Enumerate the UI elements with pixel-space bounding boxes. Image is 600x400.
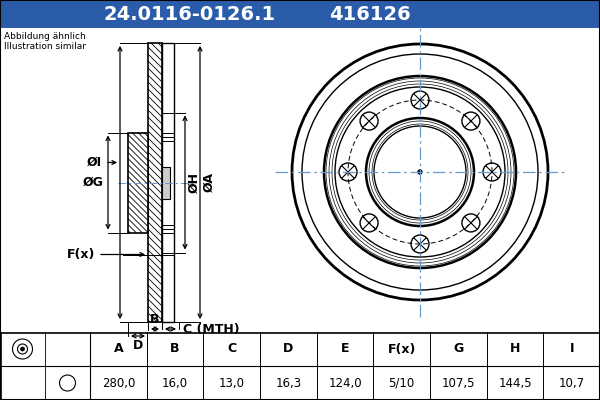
Bar bbox=[162, 166, 170, 198]
Text: ØH: ØH bbox=[187, 172, 200, 193]
Text: Abbildung ähnlich: Abbildung ähnlich bbox=[4, 32, 86, 41]
Text: C (MTH): C (MTH) bbox=[183, 322, 239, 336]
Bar bbox=[162, 43, 174, 322]
Bar bbox=[1, 332, 599, 400]
Text: F(x): F(x) bbox=[388, 342, 416, 356]
Text: 24.0116-0126.1: 24.0116-0126.1 bbox=[104, 4, 276, 24]
Text: H: H bbox=[510, 342, 520, 356]
Text: ØA: ØA bbox=[202, 172, 215, 192]
Text: 107,5: 107,5 bbox=[442, 376, 475, 390]
Text: E: E bbox=[341, 342, 349, 356]
Text: 416126: 416126 bbox=[329, 4, 411, 24]
Text: C: C bbox=[227, 342, 236, 356]
Bar bbox=[148, 43, 162, 322]
Circle shape bbox=[418, 170, 422, 174]
Text: F(x): F(x) bbox=[67, 248, 95, 261]
Circle shape bbox=[20, 347, 25, 351]
Text: 280,0: 280,0 bbox=[101, 376, 135, 390]
Text: B: B bbox=[150, 313, 160, 326]
Text: B: B bbox=[170, 342, 180, 356]
Bar bbox=[0, 332, 600, 400]
Bar bbox=[128, 132, 148, 232]
Text: 144,5: 144,5 bbox=[498, 376, 532, 390]
Text: D: D bbox=[283, 342, 293, 356]
Text: 16,0: 16,0 bbox=[162, 376, 188, 390]
Text: 16,3: 16,3 bbox=[275, 376, 301, 390]
Text: D: D bbox=[133, 339, 143, 352]
Text: ØG: ØG bbox=[83, 176, 104, 189]
Text: G: G bbox=[453, 342, 463, 356]
Bar bbox=[0, 28, 600, 332]
Text: 10,7: 10,7 bbox=[559, 376, 585, 390]
Text: 5/10: 5/10 bbox=[389, 376, 415, 390]
Text: ØI: ØI bbox=[87, 156, 102, 169]
Bar bbox=[0, 0, 600, 28]
Text: Illustration similar: Illustration similar bbox=[4, 42, 86, 51]
Text: 124,0: 124,0 bbox=[328, 376, 362, 390]
Text: 13,0: 13,0 bbox=[218, 376, 245, 390]
Text: I: I bbox=[569, 342, 574, 356]
Text: A: A bbox=[113, 342, 123, 356]
